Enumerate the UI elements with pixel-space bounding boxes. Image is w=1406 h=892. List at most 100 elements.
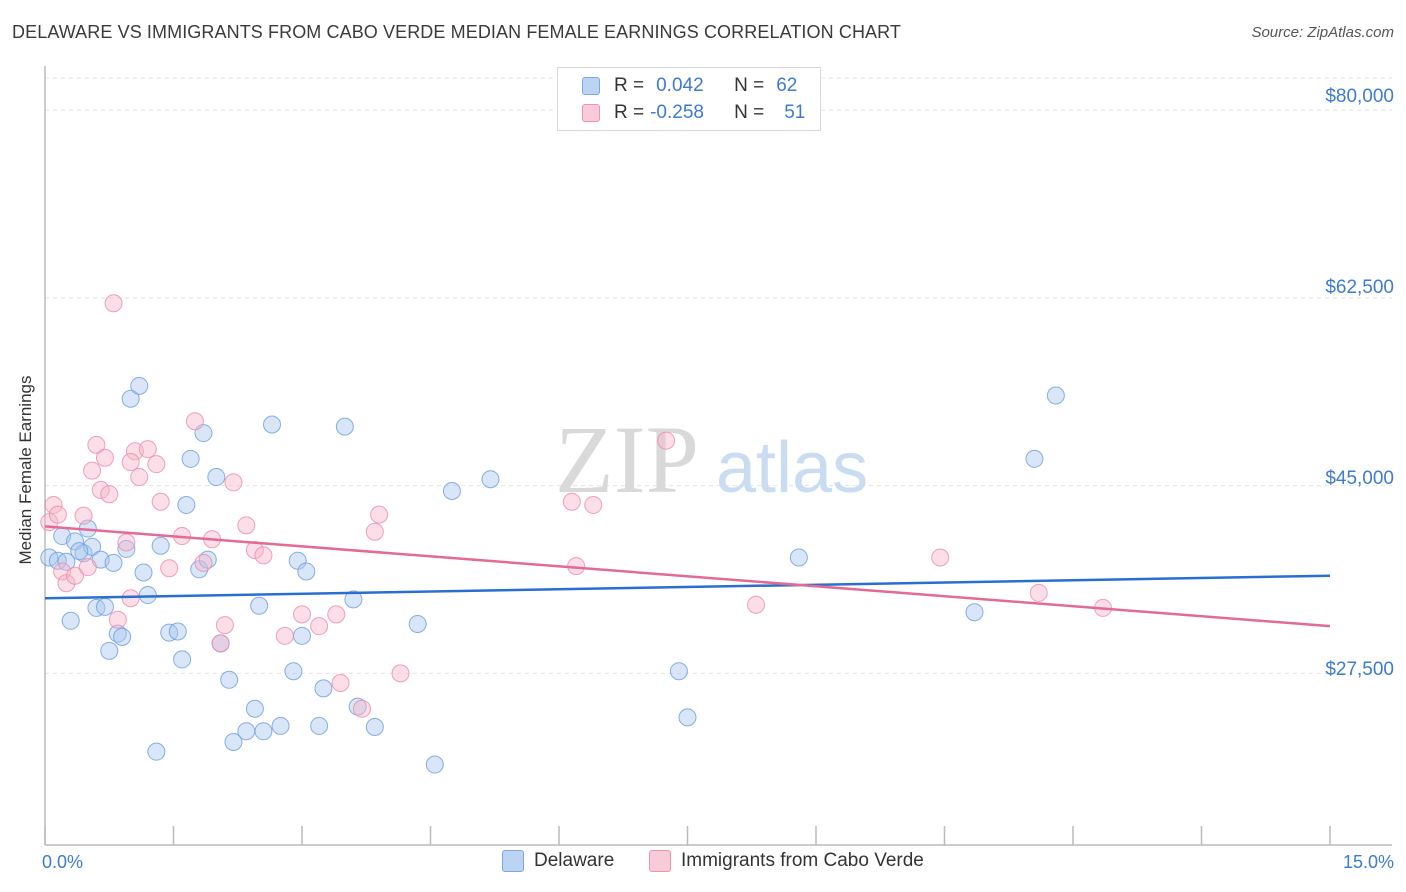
legend-item-delaware[interactable]: Delaware [502,850,614,872]
y-tick-label: $62,500 [1325,277,1394,298]
data-point-delaware [1046,386,1065,405]
legend-r-label: R = [614,102,645,123]
legend-label-cabo-verde: Immigrants from Cabo Verde [681,850,924,871]
chart-source: Source: ZipAtlas.com [1251,24,1394,41]
data-point-cabo-verde [237,516,256,535]
x-tick-label-max: 15.0% [1342,852,1394,872]
data-point-cabo-verde [147,455,166,474]
data-point-cabo-verde [370,505,389,524]
data-point-delaware [365,718,384,736]
data-point-cabo-verde [254,546,273,565]
data-point-cabo-verde [121,453,140,472]
chart-title: DELAWARE VS IMMIGRANTS FROM CABO VERDE M… [12,22,902,42]
data-point-delaware [481,470,500,489]
legend-n-label: N = [734,75,765,96]
data-point-delaware [61,611,80,630]
y-tick-label: $80,000 [1325,86,1394,107]
data-point-cabo-verde [48,505,67,524]
data-point-delaware [220,670,239,689]
data-point-cabo-verde [331,674,350,693]
data-point-cabo-verde [83,461,102,480]
data-point-cabo-verde [44,495,63,514]
data-point-delaware [70,542,89,561]
legend-swatch-delaware [502,850,524,872]
watermark: ZIP atlas [555,406,868,513]
data-point-delaware [104,553,123,572]
data-point-cabo-verde [95,448,114,467]
data-point-cabo-verde [1029,583,1048,602]
data-point-delaware [344,590,363,609]
data-point-delaware [134,563,153,582]
points-layer [40,294,1112,774]
data-point-cabo-verde [121,589,140,608]
data-point-delaware [117,539,136,558]
data-point-delaware [224,733,243,752]
data-point-delaware [57,552,76,571]
data-point-cabo-verde [657,431,676,450]
data-point-cabo-verde [352,699,371,718]
data-point-delaware [245,699,264,718]
x-tick-label-min: 0.0% [42,852,84,872]
data-point-cabo-verde [275,626,294,645]
data-point-cabo-verde [87,435,106,454]
data-point-cabo-verde [391,664,410,683]
grid-layer [45,77,1392,674]
data-point-cabo-verde [91,480,110,499]
data-point-delaware [207,468,226,487]
data-point-cabo-verde [584,495,603,514]
data-point-cabo-verde [211,634,230,653]
data-point-delaware [408,615,427,634]
legend-row-cabo-verde: R = -0.258 N = 51 [582,100,805,126]
trend-line-delaware [44,574,1331,600]
data-point-delaware [100,641,119,660]
legend-n-value: 51 [784,102,806,123]
data-point-cabo-verde [117,533,136,552]
axis-layer [44,66,1392,846]
data-point-cabo-verde [130,468,149,487]
y-tick-label: $45,000 [1325,468,1394,489]
data-point-cabo-verde [562,492,581,511]
legend-r-label: R = [614,75,645,96]
data-point-delaware [293,626,311,645]
legend-n-value: 62 [776,75,798,96]
data-point-delaware [177,495,196,514]
data-point-cabo-verde [215,616,234,635]
watermark-zip: ZIP [555,406,699,513]
data-point-cabo-verde [224,473,243,492]
data-point-cabo-verde [747,595,766,614]
y-tick-label: $27,500 [1325,659,1394,680]
data-point-delaware [669,662,688,681]
legend-r-value: -0.258 [650,102,704,123]
data-point-delaware [678,708,697,727]
data-point-delaware [310,716,329,735]
data-point-cabo-verde [185,412,204,431]
data-point-delaware [284,662,303,681]
data-point-cabo-verde [74,506,93,525]
data-point-delaware [271,716,290,735]
data-point-delaware [314,679,333,698]
legend-row-delaware: R = 0.042 N = 62 [582,73,797,99]
data-point-cabo-verde [104,294,123,313]
trend-layer [44,525,1331,628]
data-point-delaware [130,376,149,395]
data-point-cabo-verde [100,485,119,504]
data-point-cabo-verde [78,558,97,577]
data-point-delaware [297,562,316,581]
data-point-cabo-verde [931,548,950,567]
legend-n-label: N = [734,102,765,123]
data-point-delaware [1025,449,1044,468]
data-point-delaware [113,627,132,646]
legend-swatch-cabo-verde [582,104,600,122]
legend-swatch-delaware [582,77,600,95]
legend-swatch-cabo-verde [649,850,671,872]
data-point-cabo-verde [293,605,311,624]
data-point-delaware [181,449,200,468]
legend-item-cabo-verde[interactable]: Immigrants from Cabo Verde [649,850,924,872]
data-point-delaware [250,596,269,615]
data-point-cabo-verde [327,605,346,624]
data-point-cabo-verde [365,522,384,541]
series-legend: Delaware Immigrants from Cabo Verde [0,850,1406,880]
data-point-delaware [263,415,282,434]
data-point-delaware [138,586,157,605]
